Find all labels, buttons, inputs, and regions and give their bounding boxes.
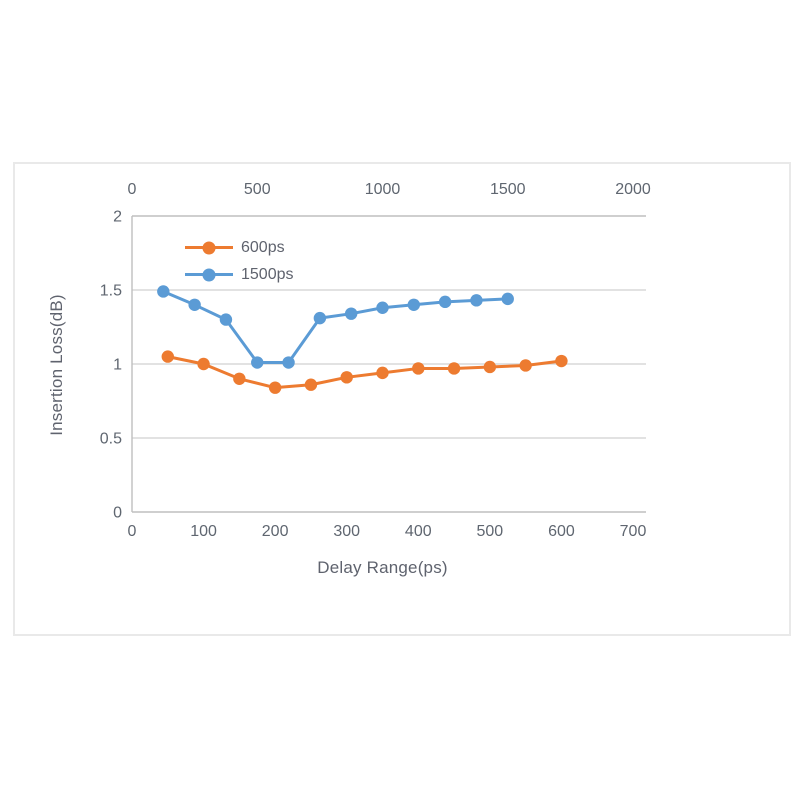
x-tick-label-bottom: 400 bbox=[405, 523, 432, 540]
data-point-600ps bbox=[376, 366, 389, 380]
series-line-600ps bbox=[167, 355, 562, 390]
chart-frame: 0 0.5 1 1.5 2 0 100 200 300 400 500 600 700 0 500 1000 1… bbox=[13, 162, 791, 636]
data-point-600ps bbox=[197, 357, 210, 371]
data-point-1500ps bbox=[407, 298, 421, 311]
data-point-600ps bbox=[412, 362, 425, 375]
legend-item-1500ps: 1500ps bbox=[185, 261, 294, 288]
data-point-600ps bbox=[483, 360, 497, 374]
data-point-600ps bbox=[519, 359, 532, 372]
data-point-600ps bbox=[555, 354, 568, 368]
legend-label-1500ps: 1500ps bbox=[241, 265, 294, 283]
data-point-600ps bbox=[161, 350, 174, 363]
data-point-600ps bbox=[447, 362, 461, 375]
x-tick-label-bottom: 0 bbox=[128, 523, 137, 540]
legend-item-600ps: 600ps bbox=[185, 234, 294, 261]
y-tick-label: 0 bbox=[113, 505, 122, 522]
x-tick-label-bottom: 200 bbox=[262, 523, 289, 540]
x-axis-title: Delay Range(ps) bbox=[317, 558, 448, 577]
legend-label-600ps: 600ps bbox=[241, 238, 285, 256]
x-tick-label-bottom: 300 bbox=[333, 523, 360, 540]
x-tick-label-top: 0 bbox=[128, 181, 137, 198]
data-point-1500ps bbox=[219, 313, 233, 326]
data-point-1500ps bbox=[501, 292, 514, 306]
data-point-1500ps bbox=[282, 356, 295, 369]
x-tick-label-bottom: 600 bbox=[548, 523, 575, 540]
series-line-1500ps bbox=[162, 290, 508, 365]
chart-legend: 600ps 1500ps bbox=[185, 234, 294, 288]
data-point-1500ps bbox=[188, 298, 201, 311]
y-axis-title: Insertion Loss(dB) bbox=[47, 294, 66, 436]
x-tick-label-top: 2000 bbox=[615, 181, 651, 198]
data-point-1500ps bbox=[313, 311, 327, 325]
data-point-1500ps bbox=[157, 285, 170, 298]
y-tick-label: 0.5 bbox=[100, 431, 122, 448]
legend-marker-icon bbox=[185, 241, 233, 254]
y-tick-label: 1 bbox=[113, 357, 122, 374]
data-point-600ps bbox=[304, 378, 318, 391]
data-point-1500ps bbox=[344, 307, 358, 320]
data-point-600ps bbox=[340, 371, 353, 384]
data-point-1500ps bbox=[251, 356, 264, 369]
y-tick-label: 2 bbox=[113, 209, 122, 226]
y-tick-label: 1.5 bbox=[100, 283, 122, 300]
data-point-1500ps bbox=[376, 301, 389, 314]
data-point-1500ps bbox=[438, 295, 452, 309]
x-tick-label-bottom: 500 bbox=[477, 523, 504, 540]
legend-marker-icon bbox=[185, 268, 233, 281]
data-point-1500ps bbox=[470, 294, 483, 307]
data-point-600ps bbox=[233, 372, 246, 385]
x-tick-label-top: 500 bbox=[244, 181, 271, 198]
x-tick-label-top: 1500 bbox=[490, 181, 526, 198]
x-tick-label-bottom: 100 bbox=[190, 523, 217, 540]
x-tick-label-bottom: 700 bbox=[620, 523, 647, 540]
x-tick-label-top: 1000 bbox=[365, 181, 401, 198]
data-point-600ps bbox=[268, 381, 282, 394]
